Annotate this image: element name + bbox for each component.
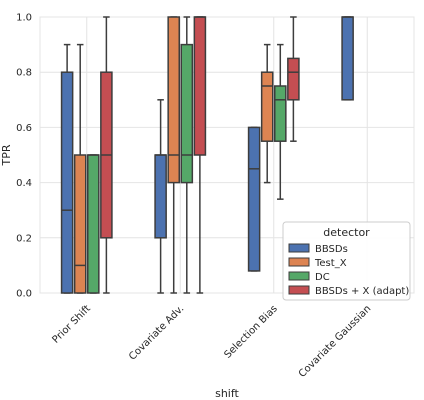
box-bbsds-4 — [341, 16, 354, 101]
y-tick-label: 0.4 — [16, 178, 32, 189]
legend-label: DC — [315, 272, 330, 283]
legend-swatch — [288, 271, 310, 281]
legend-swatch — [288, 285, 310, 295]
y-tick-label: 0.6 — [16, 123, 32, 134]
y-tick-label: 1.0 — [16, 13, 32, 24]
box-test-x-2 — [167, 16, 181, 294]
x-tick-label: Prior Shift — [51, 303, 93, 345]
y-tick-label: 0.0 — [16, 289, 32, 300]
legend-swatch — [288, 243, 310, 253]
box-test-x-3 — [260, 43, 274, 184]
x-tick-label: Covariate Adv. — [127, 303, 186, 362]
legend-frame — [282, 221, 411, 301]
y-axis-title: TPR — [0, 144, 13, 166]
box-body — [247, 126, 261, 272]
box-dc-2 — [180, 16, 194, 294]
legend-item: Test_X — [288, 257, 347, 269]
box-bbsds-2 — [154, 99, 167, 294]
box-body — [260, 71, 274, 142]
box-body — [167, 16, 181, 184]
box-bbsds-1 — [60, 43, 74, 294]
legend-item: DC — [288, 271, 330, 283]
box-dc-3 — [274, 43, 287, 200]
y-axis: 0.0 0.2 0.4 0.6 0.8 1.0 — [16, 13, 32, 300]
plot-frame — [39, 16, 415, 294]
box-body — [180, 43, 194, 184]
legend-item: BBSDs + X (adapt) — [288, 285, 409, 297]
x-axis-title: shift — [215, 387, 239, 400]
legend-label: Test_X — [314, 258, 347, 269]
box-body — [274, 85, 287, 142]
box-dc-1 — [87, 154, 100, 294]
x-tick-label: Selection Bias — [222, 303, 279, 360]
y-tick-label: 0.8 — [16, 68, 32, 79]
legend-swatch — [288, 257, 310, 267]
legend: detector BBSDs Test_X DC BBSDs + X (adapt) — [282, 221, 411, 301]
box-test-x-1 — [73, 43, 87, 294]
box-bbsds-x-adapt--2 — [193, 16, 207, 294]
box-bbsds-x-adapt--1 — [100, 16, 113, 294]
box-bbsds-x-adapt--3 — [287, 16, 300, 142]
legend-item: BBSDs — [288, 243, 348, 255]
box-body — [193, 16, 207, 156]
box-body — [154, 154, 167, 239]
box-series — [60, 16, 354, 294]
box-body — [341, 16, 354, 101]
x-tick-label: Covariate Gaussian — [297, 303, 374, 380]
y-tick-label: 0.2 — [16, 233, 32, 244]
legend-title: detector — [323, 226, 370, 239]
box-body — [87, 154, 100, 294]
x-axis: Prior Shift Covariate Adv. Selection Bias C… — [51, 303, 374, 380]
box-body — [73, 154, 87, 294]
box-body — [60, 71, 74, 294]
legend-label: BBSDs — [315, 244, 348, 255]
legend-label: BBSDs + X (adapt) — [315, 286, 409, 297]
box-body — [287, 57, 300, 101]
box-bbsds-3 — [247, 126, 261, 272]
